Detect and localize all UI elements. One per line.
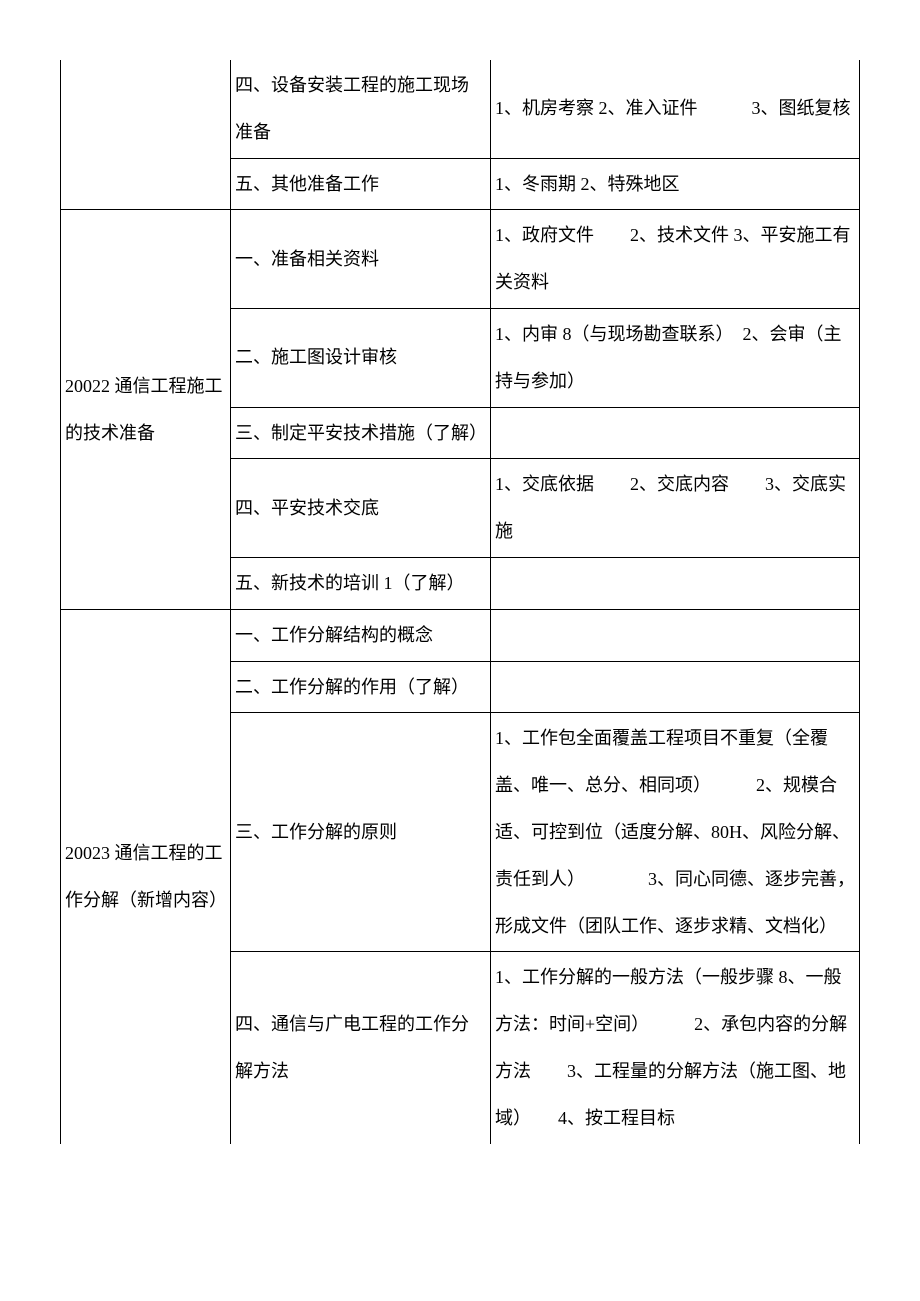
cell-topic: 四、设备安装工程的施工现场准备 <box>231 60 491 158</box>
cell-topic: 五、其他准备工作 <box>231 158 491 210</box>
cell-detail: 1、内审 8（与现场勘查联系） 2、会审（主持与参加） <box>491 308 860 407</box>
cell-topic: 二、施工图设计审核 <box>231 308 491 407</box>
cell-detail: 1、冬雨期 2、特殊地区 <box>491 158 860 210</box>
cell-topic: 三、制定平安技术措施（了解） <box>231 407 491 459</box>
table-row: 20022 通信工程施工的技术准备 一、准备相关资料 1、政府文件 2、技术文件… <box>61 210 860 309</box>
cell-detail: 1、工作包全面覆盖工程项目不重复（全覆盖、唯一、总分、相同项） 2、规模合适、可… <box>491 713 860 952</box>
table-row: 20023 通信工程的工作分解（新增内容） 一、工作分解结构的概念 <box>61 609 860 661</box>
cell-detail <box>491 407 860 459</box>
cell-detail: 1、机房考察 2、准入证件 3、图纸复核 <box>491 60 860 158</box>
cell-topic: 三、工作分解的原则 <box>231 713 491 952</box>
cell-section: 20022 通信工程施工的技术准备 <box>61 210 231 609</box>
cell-detail: 1、工作分解的一般方法（一般步骤 8、一般方法：时间+空间） 2、承包内容的分解… <box>491 952 860 1144</box>
cell-detail <box>491 661 860 713</box>
cell-topic: 五、新技术的培训 1（了解） <box>231 557 491 609</box>
table-row: 四、设备安装工程的施工现场准备 1、机房考察 2、准入证件 3、图纸复核 <box>61 60 860 158</box>
cell-topic: 一、准备相关资料 <box>231 210 491 309</box>
cell-topic: 四、平安技术交底 <box>231 459 491 558</box>
cell-topic: 二、工作分解的作用（了解） <box>231 661 491 713</box>
document-page: 四、设备安装工程的施工现场准备 1、机房考察 2、准入证件 3、图纸复核 五、其… <box>0 0 920 1301</box>
cell-section <box>61 60 231 210</box>
cell-detail <box>491 557 860 609</box>
outline-table: 四、设备安装工程的施工现场准备 1、机房考察 2、准入证件 3、图纸复核 五、其… <box>60 60 860 1144</box>
cell-topic: 四、通信与广电工程的工作分解方法 <box>231 952 491 1144</box>
cell-detail <box>491 609 860 661</box>
cell-detail: 1、交底依据 2、交底内容 3、交底实施 <box>491 459 860 558</box>
cell-detail: 1、政府文件 2、技术文件 3、平安施工有关资料 <box>491 210 860 309</box>
cell-section: 20023 通信工程的工作分解（新增内容） <box>61 609 231 1143</box>
cell-topic: 一、工作分解结构的概念 <box>231 609 491 661</box>
